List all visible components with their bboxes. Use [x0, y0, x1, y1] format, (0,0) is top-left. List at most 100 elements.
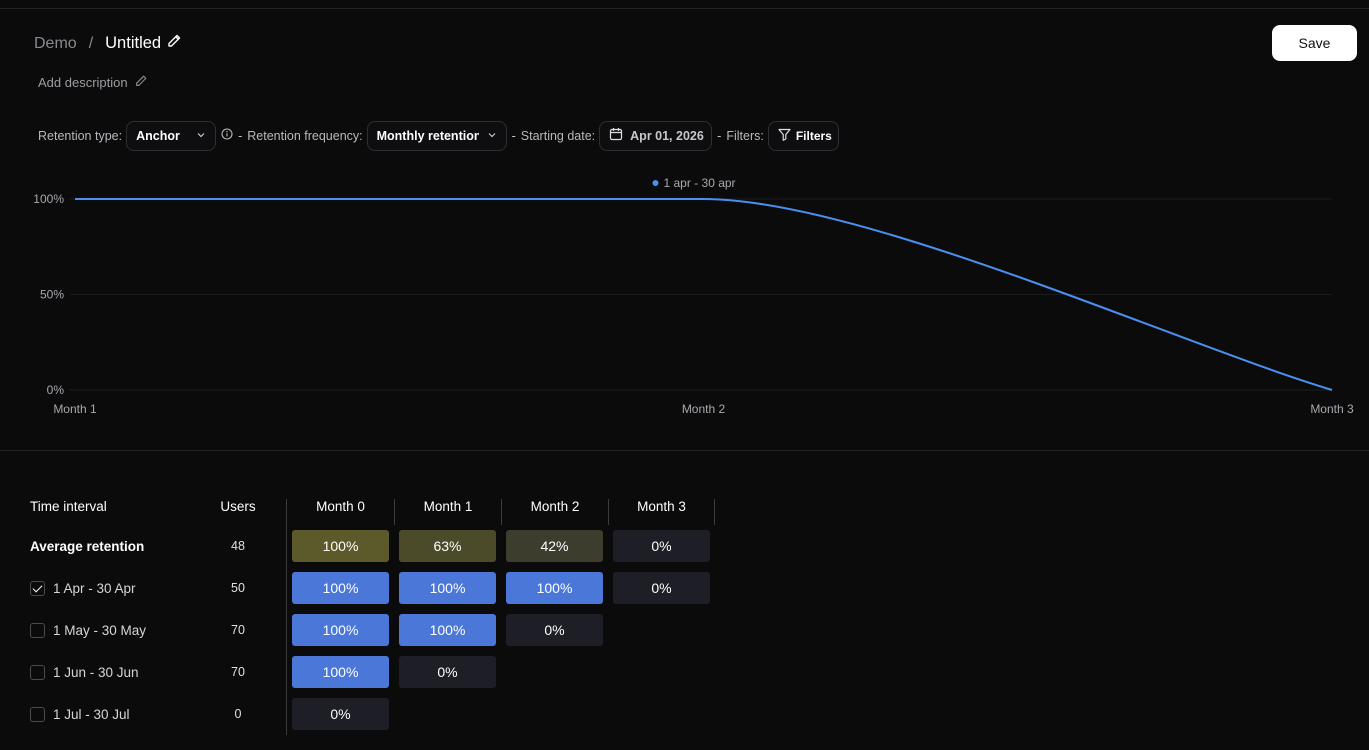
- starting-date-picker[interactable]: Apr 01, 2026: [599, 120, 713, 151]
- retention-cell[interactable]: 100%: [292, 656, 389, 688]
- header-month-0: Month 0: [286, 499, 394, 525]
- retention-cell[interactable]: 100%: [399, 572, 496, 604]
- retention-cell[interactable]: 0%: [292, 698, 389, 730]
- retention-cell-slot: [608, 651, 715, 693]
- retention-cell[interactable]: 100%: [399, 614, 496, 646]
- table-row: 1 Apr - 30 Apr 50 100% 100% 100% 0%: [30, 567, 715, 609]
- row-users: 70: [231, 665, 245, 679]
- page-title[interactable]: Untitled: [105, 34, 162, 52]
- row-label: 1 Jun - 30 Jun: [30, 651, 190, 693]
- retention-cell-slot: [608, 693, 715, 735]
- row-users: 70: [231, 623, 245, 637]
- retention-cell[interactable]: 100%: [292, 530, 389, 562]
- row-users: 48: [231, 539, 245, 553]
- header-users: Users: [220, 499, 256, 514]
- retention-type-select[interactable]: Anchor: [126, 120, 217, 151]
- row-label: Average retention: [30, 525, 190, 567]
- x-tick-label: Month 1: [53, 402, 97, 416]
- row-checkbox[interactable]: [30, 580, 45, 596]
- add-description-label: Add description: [38, 75, 128, 90]
- retention-cell[interactable]: 42%: [506, 530, 603, 562]
- retention-cell-slot: 0%: [286, 693, 394, 735]
- breadcrumb-parent[interactable]: Demo: [34, 34, 77, 52]
- retention-cell[interactable]: 0%: [506, 614, 603, 646]
- starting-date-value: Apr 01, 2026: [630, 128, 704, 143]
- retention-cell-slot: 63%: [394, 525, 501, 567]
- filter-icon: [778, 128, 791, 144]
- retention-cell-slot: 0%: [608, 567, 715, 609]
- retention-frequency-value: Monthly retention: [376, 128, 479, 143]
- retention-cell-slot: 100%: [394, 567, 501, 609]
- y-tick-label: 50%: [40, 288, 64, 302]
- row-checkbox[interactable]: [30, 664, 45, 680]
- x-tick-label: Month 3: [1310, 402, 1354, 416]
- edit-title-pencil-icon[interactable]: [161, 33, 182, 54]
- retention-cell-slot: 0%: [501, 609, 608, 651]
- retention-cell[interactable]: 63%: [399, 530, 496, 562]
- retention-chart: 100% 50% 0% Month 1 Month 2 Month 3 1 apr - 30…: [0, 165, 1369, 425]
- retention-cell[interactable]: 0%: [613, 572, 710, 604]
- retention-cell-slot: 100%: [286, 567, 394, 609]
- table-body: Average retention 48 100% 63% 42% 0% 1 Apr - 3…: [30, 525, 715, 735]
- retention-cell[interactable]: 0%: [399, 656, 496, 688]
- retention-line-chart: 100% 50% 0% Month 1 Month 2 Month 3 1 apr - 30…: [33, 176, 1354, 416]
- add-description[interactable]: Add description: [38, 74, 148, 91]
- row-users: 50: [231, 581, 245, 595]
- retention-cell-slot: 0%: [608, 525, 715, 567]
- retention-cell-slot: 0%: [394, 651, 501, 693]
- retention-cell-slot: [501, 693, 608, 735]
- breadcrumb: Demo / Untitled: [34, 33, 182, 54]
- row-label-text: Average retention: [30, 538, 145, 554]
- retention-frequency-label: Retention frequency:: [247, 128, 363, 143]
- retention-cell[interactable]: 100%: [292, 614, 389, 646]
- retention-cell-slot: [394, 693, 501, 735]
- table-row: 1 Jul - 30 Jul 0 0%: [30, 693, 715, 735]
- row-checkbox[interactable]: [30, 706, 45, 722]
- row-label-text: 1 Jun - 30 Jun: [53, 664, 139, 680]
- header-month-2: Month 2: [501, 499, 608, 525]
- header-month-3: Month 3: [608, 499, 715, 525]
- row-label: 1 Jul - 30 Jul: [30, 693, 190, 735]
- row-label-text: 1 Apr - 30 Apr: [53, 580, 136, 596]
- series-line: [75, 198, 1333, 391]
- retention-cell-slot: 100%: [286, 651, 394, 693]
- filters-button-label: Filters: [795, 128, 832, 143]
- pencil-icon: [134, 74, 148, 91]
- retention-cell-slot: 100%: [286, 609, 394, 651]
- header-month-1: Month 1: [394, 499, 501, 525]
- retention-cell-slot: 100%: [501, 567, 608, 609]
- row-label: 1 Apr - 30 Apr: [30, 567, 190, 609]
- y-tick-label: 100%: [33, 192, 64, 206]
- row-label: 1 May - 30 May: [30, 609, 190, 651]
- retention-cell[interactable]: 100%: [506, 572, 603, 604]
- filters-label: Filters:: [726, 128, 764, 143]
- header-time-interval: Time interval: [30, 499, 107, 514]
- separator-dash: -: [511, 128, 516, 143]
- x-tick-label: Month 2: [682, 402, 726, 416]
- info-icon[interactable]: [221, 128, 233, 143]
- filters-button[interactable]: Filters: [767, 120, 839, 151]
- retention-frequency-select[interactable]: Monthly retention: [366, 120, 507, 151]
- legend-label[interactable]: 1 apr - 30 apr: [664, 176, 736, 190]
- chevron-down-icon: [487, 129, 497, 143]
- row-checkbox[interactable]: [30, 622, 45, 638]
- save-button[interactable]: Save: [1272, 25, 1357, 61]
- retention-cell-slot: 100%: [286, 525, 394, 567]
- retention-cell[interactable]: 0%: [613, 530, 710, 562]
- separator-dash: -: [717, 128, 722, 143]
- retention-cell[interactable]: 100%: [292, 572, 389, 604]
- table-row: 1 Jun - 30 Jun 70 100% 0%: [30, 651, 715, 693]
- chevron-down-icon: [196, 129, 206, 143]
- retention-cell-slot: 42%: [501, 525, 608, 567]
- y-tick-label: 0%: [47, 383, 65, 397]
- calendar-icon: [609, 127, 623, 144]
- retention-type-value: Anchor: [136, 128, 180, 143]
- retention-table: Time interval Users Month 0 Month 1 Mont…: [30, 499, 715, 735]
- table-row: 1 May - 30 May 70 100% 100% 0%: [30, 609, 715, 651]
- starting-date-label: Starting date:: [520, 128, 596, 143]
- row-label-text: 1 Jul - 30 Jul: [53, 706, 130, 722]
- retention-cell-slot: 100%: [394, 609, 501, 651]
- table-header-row: Time interval Users Month 0 Month 1 Mont…: [30, 499, 715, 525]
- retention-toolbar: Retention type: Anchor - Retention frequ…: [38, 120, 839, 151]
- table-row: Average retention 48 100% 63% 42% 0%: [30, 525, 715, 567]
